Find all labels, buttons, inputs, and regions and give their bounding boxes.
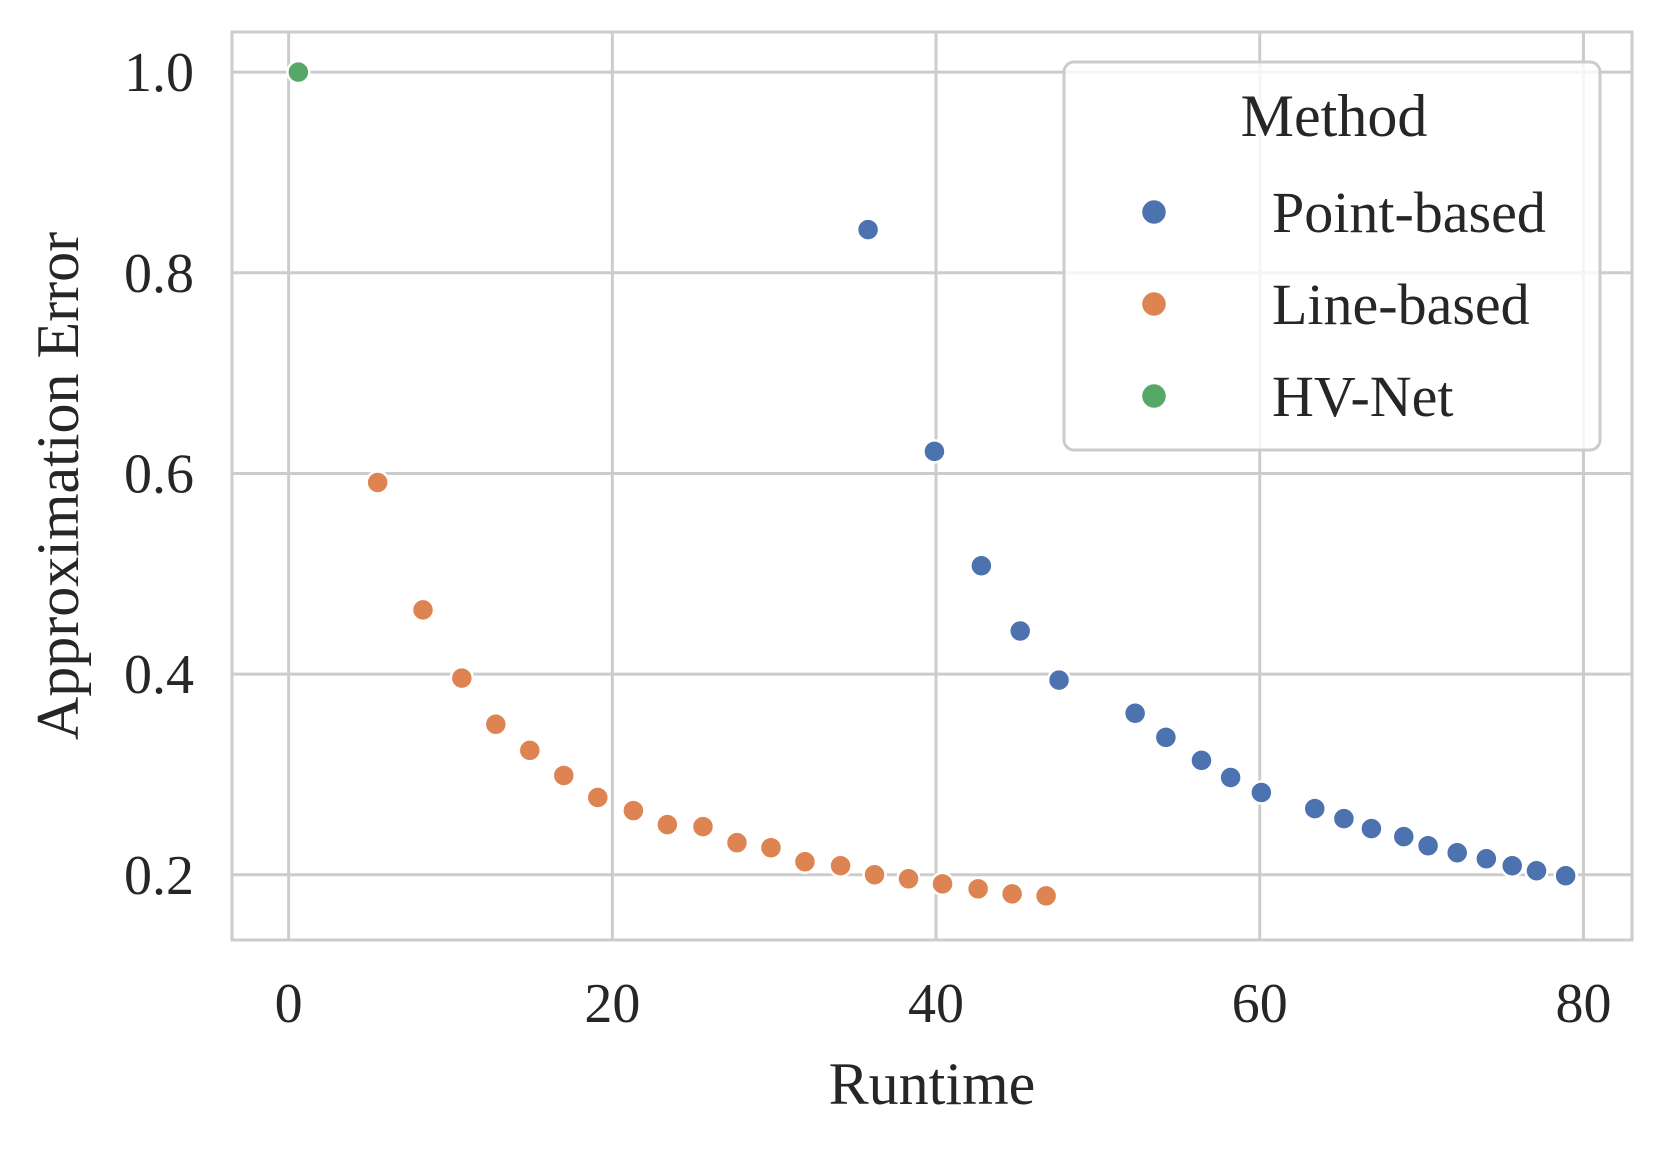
point-based-point (855, 217, 881, 242)
point-based-point (1153, 725, 1179, 750)
point-based-point (1391, 824, 1417, 849)
x-tick-label: 60 (1232, 973, 1288, 1035)
line-based-point (828, 853, 853, 879)
y-tick-label: 0.8 (124, 243, 194, 305)
point-based-point (1249, 780, 1274, 805)
point-based-point (1218, 765, 1243, 790)
line-based-point (965, 876, 991, 902)
legend-label-line-based: Line-based (1272, 272, 1530, 337)
point-based-point (1524, 858, 1549, 884)
line-based-point (1033, 883, 1059, 909)
legend-marker-hv-net (1139, 381, 1169, 411)
data-points (286, 59, 1578, 909)
y-axis-label: Approximation Error (25, 232, 91, 740)
point-based-point (1474, 846, 1499, 871)
line-based-point (365, 470, 390, 495)
legend-label-point-based: Point-based (1272, 180, 1546, 245)
line-based-point (724, 830, 750, 855)
point-based-point (1415, 833, 1441, 858)
line-based-point (655, 812, 680, 837)
point-based-point (1122, 701, 1148, 726)
legend: Method Point-based Line-based HV-Net (1062, 60, 1602, 452)
y-tick-label: 0.2 (124, 845, 194, 907)
x-tick-label: 0 (275, 973, 303, 1035)
y-tick-label: 0.6 (124, 443, 194, 505)
point-based-point (1046, 667, 1072, 693)
x-tick-labels: 0 20 40 60 80 (275, 973, 1612, 1035)
legend-marker-point-based (1139, 197, 1169, 227)
y-tick-labels: 0.2 0.4 0.6 0.8 1.0 (124, 42, 194, 907)
line-based-point (999, 881, 1025, 907)
legend-marker-line-based (1139, 289, 1169, 319)
line-based-point (896, 866, 921, 892)
hv-net-point (286, 59, 311, 85)
line-based-point (585, 785, 611, 810)
x-tick-label: 20 (584, 973, 640, 1035)
point-based-point (1359, 816, 1384, 841)
line-based-point (690, 814, 716, 839)
line-based-point (483, 712, 509, 737)
point-based-point (1331, 806, 1357, 831)
point-based-point (922, 439, 947, 464)
line-based-point (792, 849, 818, 874)
point-based-point (1007, 618, 1033, 644)
point-based-point (969, 553, 994, 579)
line-based-point (410, 597, 436, 623)
line-based-point (621, 798, 646, 823)
line-based-point (758, 835, 784, 860)
line-based-point (449, 665, 475, 691)
y-tick-label: 1.0 (124, 42, 194, 104)
x-tick-label: 40 (908, 973, 964, 1035)
point-based-point (1302, 796, 1328, 821)
point-based-point (1553, 863, 1578, 889)
line-based-point (862, 862, 887, 888)
legend-title: Method (1241, 83, 1428, 149)
y-tick-label: 0.4 (124, 644, 194, 706)
point-based-point (1499, 853, 1525, 879)
x-tick-label: 80 (1555, 973, 1611, 1035)
x-axis-label: Runtime (829, 1051, 1036, 1117)
legend-entries: Point-based Line-based HV-Net (1139, 180, 1546, 429)
line-based-point (551, 763, 577, 788)
legend-label-hv-net: HV-Net (1272, 364, 1454, 429)
point-based-point (1444, 840, 1470, 865)
legend-box (1062, 60, 1602, 452)
line-based-point (930, 871, 955, 897)
point-based-point (1189, 748, 1214, 773)
plot-frame (230, 30, 1634, 942)
line-based-point (517, 738, 543, 763)
